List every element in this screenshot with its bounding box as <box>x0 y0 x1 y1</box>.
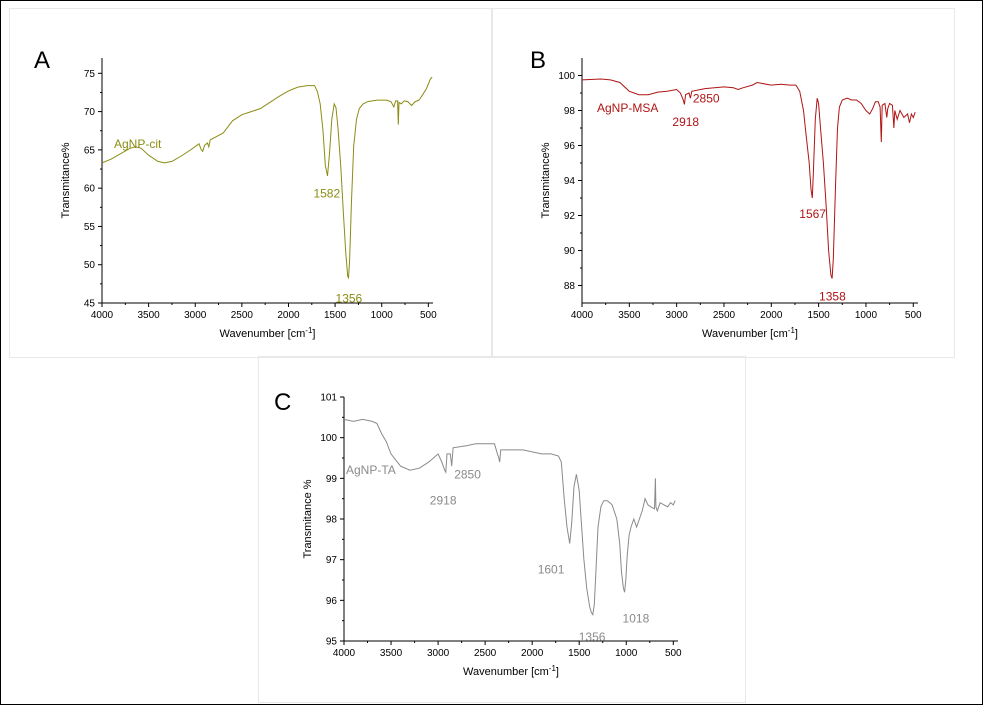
x-tick-label: 4000 <box>91 310 114 321</box>
y-tick-label: 75 <box>84 69 96 80</box>
x-tick-label: 1500 <box>568 648 591 659</box>
panel-a-box <box>9 8 493 358</box>
y-tick-label: 92 <box>564 211 576 222</box>
panel-c-box <box>258 356 746 703</box>
x-tick-label: 1500 <box>324 310 347 321</box>
peak-label-2850: 2850 <box>693 91 720 105</box>
y-tick-label: 97 <box>326 555 338 566</box>
peak-label-1356: 1356 <box>579 630 606 644</box>
panel-label-c: C <box>274 389 291 416</box>
y-tick-label: 96 <box>564 141 576 152</box>
spectrum-line-b <box>581 78 916 279</box>
series-label-b: AgNP-MSA <box>597 101 658 115</box>
peak-label-1356: 1356 <box>336 291 363 305</box>
y-tick-label: 90 <box>564 246 576 257</box>
y-tick-label: 94 <box>564 176 576 187</box>
series-label-a: AgNP-cit <box>114 137 162 151</box>
y-tick-label: 45 <box>84 299 96 310</box>
x-tick-label: 2000 <box>521 648 544 659</box>
x-tick-label: 2500 <box>713 310 736 321</box>
x-tick-label: 3000 <box>427 648 450 659</box>
x-tick-label: 4000 <box>333 648 356 659</box>
y-tick-label: 96 <box>326 596 338 607</box>
y-tick-label: 99 <box>326 474 338 485</box>
y-tick-label: 65 <box>84 145 96 156</box>
x-tick-label: 500 <box>665 648 682 659</box>
panel-b-box <box>491 8 955 358</box>
peak-label-2918: 2918 <box>430 494 457 508</box>
peak-label-1601: 1601 <box>538 563 565 577</box>
x-axis-label-a: Wavenumber [cm-1] <box>220 326 316 340</box>
x-tick-label: 3500 <box>618 310 641 321</box>
x-tick-label: 3500 <box>137 310 160 321</box>
y-tick-label: 95 <box>326 637 338 648</box>
x-tick-label: 3000 <box>184 310 207 321</box>
y-tick-label: 98 <box>326 515 338 526</box>
spectrum-line-a <box>101 76 433 280</box>
x-tick-label: 3000 <box>666 310 689 321</box>
peak-label-1018: 1018 <box>623 611 650 625</box>
x-tick-label: 1500 <box>807 310 830 321</box>
x-axis-label-b: Wavenumber [cm-1] <box>702 326 798 340</box>
spectrum-line-c <box>343 418 676 616</box>
y-tick-label: 60 <box>84 184 96 195</box>
peak-label-1358: 1358 <box>819 289 846 303</box>
series-label-c: AgNP-TA <box>346 463 396 477</box>
panel-label-a: A <box>34 47 50 74</box>
y-axis-label-c: Transmitance % <box>302 479 314 558</box>
peak-label-2850: 2850 <box>454 467 481 481</box>
y-tick-label: 50 <box>84 260 96 271</box>
y-tick-label: 98 <box>564 106 576 117</box>
x-tick-label: 2500 <box>474 648 497 659</box>
x-tick-label: 1000 <box>855 310 878 321</box>
x-tick-label: 3500 <box>380 648 403 659</box>
x-tick-label: 1000 <box>371 310 394 321</box>
peak-label-1582: 1582 <box>313 187 340 201</box>
x-tick-label: 500 <box>905 310 922 321</box>
x-tick-label: 2000 <box>760 310 783 321</box>
y-tick-label: 88 <box>564 281 576 292</box>
x-tick-label: 2000 <box>277 310 300 321</box>
x-tick-label: 500 <box>420 310 437 321</box>
y-tick-label: 55 <box>84 222 96 233</box>
x-axis-label-c: Wavenumber [cm-1] <box>463 664 559 678</box>
peak-label-2918: 2918 <box>672 115 699 129</box>
y-tick-label: 101 <box>320 393 337 404</box>
y-axis-label-a: Transmitance% <box>60 142 72 218</box>
y-axis-label-b: Transmitance% <box>540 142 552 218</box>
x-tick-label: 1000 <box>615 648 638 659</box>
x-tick-label: 2500 <box>231 310 254 321</box>
peak-label-1567: 1567 <box>799 207 826 221</box>
y-tick-label: 100 <box>320 433 337 444</box>
panel-label-b: B <box>530 47 546 74</box>
y-tick-label: 100 <box>558 71 575 82</box>
y-tick-label: 70 <box>84 107 96 118</box>
x-tick-label: 4000 <box>571 310 594 321</box>
